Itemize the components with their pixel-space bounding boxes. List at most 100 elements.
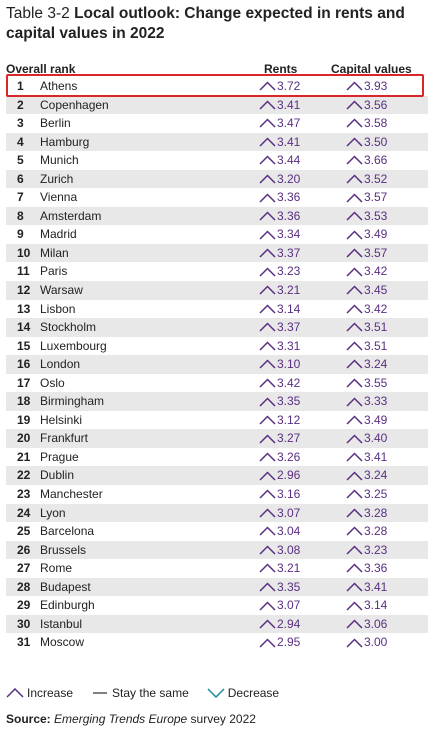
increase-arrow-icon: [259, 434, 276, 444]
city-cell: Luxembourg: [40, 338, 107, 353]
capital-cell: 3.24: [346, 466, 387, 485]
city-cell: Zurich: [40, 171, 74, 186]
increase-arrow-icon: [259, 211, 276, 221]
rank-cell: 30: [17, 616, 31, 631]
increase-arrow-icon: [346, 638, 363, 648]
source-publication: Emerging Trends Europe: [54, 712, 188, 726]
capital-cell: 3.40: [346, 429, 387, 448]
rank-cell: 26: [17, 542, 31, 557]
city-cell: Stockholm: [40, 320, 97, 335]
capital-value: 3.52: [364, 171, 388, 186]
capital-cell: 3.49: [346, 411, 387, 430]
increase-arrow-icon: [346, 118, 363, 128]
legend-same: Stay the same: [91, 686, 189, 700]
capital-value: 3.36: [364, 561, 388, 576]
rents-cell: 3.35: [259, 578, 300, 597]
decrease-arrow-icon: [207, 688, 225, 698]
capital-cell: 3.51: [346, 337, 387, 356]
capital-value: 3.45: [364, 283, 388, 298]
capital-cell: 3.36: [346, 559, 387, 578]
increase-arrow-icon: [346, 285, 363, 295]
capital-cell: 3.55: [346, 374, 387, 393]
city-cell: Copenhagen: [40, 97, 109, 112]
capital-value: 3.23: [364, 542, 388, 557]
highlight-box: [6, 74, 424, 97]
table-row: 17 Oslo 3.42 3.55: [6, 374, 428, 393]
city-cell: Madrid: [40, 227, 77, 242]
rents-value: 3.47: [277, 116, 301, 131]
increase-arrow-icon: [346, 526, 363, 536]
city-cell: Helsinki: [40, 412, 83, 427]
increase-arrow-icon: [346, 230, 363, 240]
rents-cell: 2.94: [259, 615, 300, 634]
rents-cell: 3.23: [259, 262, 300, 281]
capital-cell: 3.06: [346, 615, 387, 634]
capital-cell: 3.33: [346, 392, 387, 411]
capital-value: 3.58: [364, 116, 388, 131]
capital-value: 3.42: [364, 301, 388, 316]
city-cell: Moscow: [40, 635, 85, 650]
rents-cell: 2.96: [259, 466, 300, 485]
rents-cell: 3.10: [259, 355, 300, 374]
increase-arrow-icon: [259, 174, 276, 184]
table-row: 30 Istanbul 2.94 3.06: [6, 614, 428, 634]
rents-cell: 3.07: [259, 504, 300, 523]
capital-cell: 3.41: [346, 448, 387, 467]
capital-value: 3.00: [364, 635, 388, 650]
city-cell: Warsaw: [40, 283, 83, 298]
increase-arrow-icon: [259, 415, 276, 425]
table-row: 24 Lyon 3.07 3.28: [6, 503, 428, 523]
city-cell: Lisbon: [40, 301, 76, 316]
capital-value: 3.50: [364, 134, 388, 149]
capital-cell: 3.57: [346, 188, 387, 207]
header-capital: Capital values: [331, 62, 412, 76]
increase-arrow-icon: [259, 471, 276, 481]
capital-cell: 3.50: [346, 133, 387, 152]
increase-arrow-icon: [346, 267, 363, 277]
table-row: 14 Stockholm 3.37 3.51: [6, 318, 428, 337]
table-row: 20 Frankfurt 3.27 3.40: [6, 429, 428, 448]
capital-value: 3.06: [364, 616, 388, 631]
capital-cell: 3.58: [346, 114, 387, 133]
city-cell: Barcelona: [40, 524, 95, 539]
capital-value: 3.24: [364, 468, 388, 483]
increase-arrow-icon: [346, 137, 363, 147]
increase-arrow-icon: [259, 526, 276, 536]
table-row: 5 Munich 3.44 3.66: [6, 151, 428, 170]
legend-increase-label: Increase: [27, 686, 74, 700]
rents-value: 3.41: [277, 134, 301, 149]
increase-arrow-icon: [259, 304, 276, 314]
capital-value: 3.57: [364, 190, 388, 205]
increase-arrow-icon: [259, 137, 276, 147]
rents-cell: 3.20: [259, 170, 300, 189]
rank-cell: 11: [17, 264, 30, 279]
increase-arrow-icon: [259, 248, 276, 258]
increase-arrow-icon: [346, 601, 363, 611]
rents-value: 3.36: [277, 190, 301, 205]
table-row: 1 Athens 3.72 3.93: [6, 77, 428, 96]
legend: Increase Stay the same Decrease: [6, 686, 297, 700]
rents-value: 3.23: [277, 264, 301, 279]
rank-cell: 6: [17, 171, 24, 186]
table-row: 22 Dublin 2.96 3.24: [6, 466, 428, 486]
city-cell: Rome: [40, 561, 73, 576]
rank-cell: 12: [17, 283, 31, 298]
rents-cell: 3.27: [259, 429, 300, 448]
city-cell: Brussels: [40, 542, 87, 557]
rents-value: 3.10: [277, 357, 301, 372]
rank-cell: 19: [17, 412, 31, 427]
table-title-text: Local outlook: Change expected in rents …: [6, 5, 405, 42]
city-cell: London: [40, 357, 81, 372]
increase-arrow-icon: [346, 582, 363, 592]
table-row: 29 Edinburgh 3.07 3.14: [6, 596, 428, 615]
capital-cell: 3.25: [346, 485, 387, 504]
rank-cell: 29: [17, 598, 31, 613]
table-row: 19 Helsinki 3.12 3.49: [6, 411, 428, 430]
city-cell: Vienna: [40, 190, 78, 205]
rents-value: 3.07: [277, 505, 301, 520]
capital-value: 3.66: [364, 153, 388, 168]
legend-decrease: Decrease: [207, 686, 279, 700]
rents-cell: 3.16: [259, 485, 300, 504]
increase-arrow-icon: [346, 452, 363, 462]
increase-arrow-icon: [259, 118, 276, 128]
